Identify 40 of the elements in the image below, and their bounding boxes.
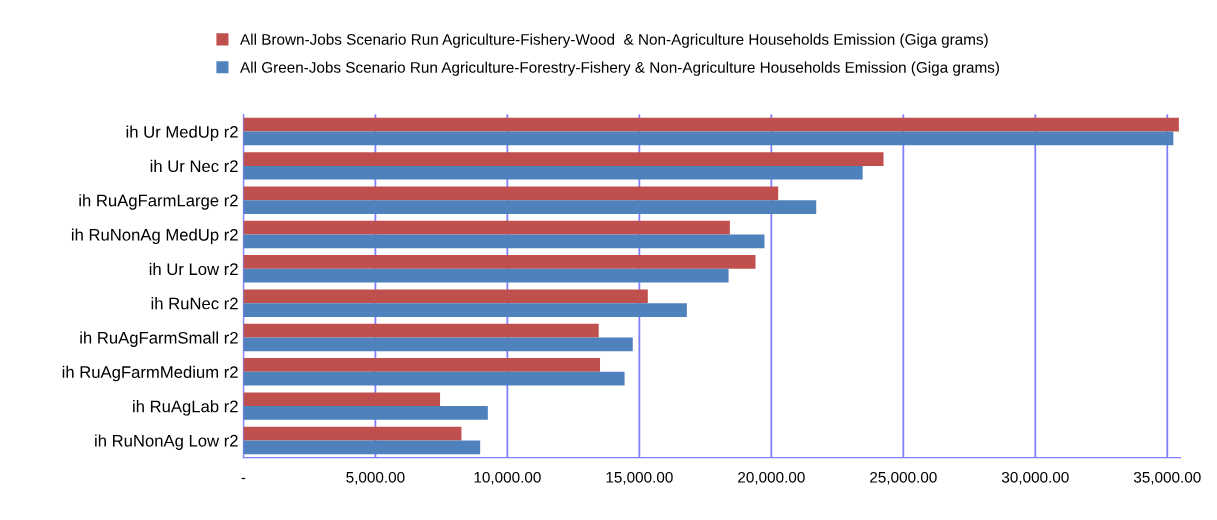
x-tick-label: 35,000.00 xyxy=(1133,471,1201,485)
x-tick-label: 10,000.00 xyxy=(474,471,541,485)
x-tick-label: 20,000.00 xyxy=(738,471,805,485)
bar xyxy=(243,186,779,201)
bar xyxy=(243,358,601,372)
y-tick-label: ih RuNonAg MedUp r2 xyxy=(71,228,238,245)
bar xyxy=(243,268,729,283)
y-tick-label: ih RuAgFarmSmall r2 xyxy=(80,331,238,347)
bar xyxy=(243,323,599,338)
bar xyxy=(243,255,756,269)
y-tick-label: ih Ur Nec r2 xyxy=(150,159,238,173)
y-tick-label: ih RuAgFarmLarge r2 xyxy=(79,194,238,210)
bar xyxy=(243,289,648,304)
x-tick-label: 30,000.00 xyxy=(1001,471,1069,485)
bar xyxy=(243,337,633,352)
y-tick-label: ih RuAgFarmMedium r2 xyxy=(62,365,238,382)
bar xyxy=(243,392,441,407)
legend-label: All Green-Jobs Scenario Run Agriculture-Forestry-Fishery & Non-Agriculture Households Emission (Giga grams) xyxy=(240,61,999,76)
bar xyxy=(243,406,488,420)
bar xyxy=(243,117,1179,132)
y-tick-label: ih Ur MedUp r2 xyxy=(126,125,238,142)
bar xyxy=(243,152,884,166)
x-tick-label: 25,000.00 xyxy=(870,471,937,485)
bar xyxy=(243,200,817,214)
y-tick-label: ih RuAgLab r2 xyxy=(133,400,238,416)
x-tick-label: - xyxy=(241,477,246,480)
bar xyxy=(243,426,462,441)
y-tick-label: ih RuNec r2 xyxy=(151,297,238,310)
bar xyxy=(243,131,1174,146)
x-tick-label: 15,000.00 xyxy=(606,471,673,485)
bar xyxy=(243,165,863,180)
y-tick-label: ih RuNonAg Low r2 xyxy=(95,434,238,450)
y-tick-label: ih Ur Low r2 xyxy=(149,262,238,276)
bar xyxy=(243,220,730,235)
bar xyxy=(243,371,625,386)
x-tick-label: 5,000.00 xyxy=(346,471,405,485)
bar xyxy=(243,234,765,249)
bar xyxy=(243,440,481,455)
legend-label: All Brown-Jobs Scenario Run Agriculture-Fishery-Wood & Non-Agriculture Households Emission (Giga grams) xyxy=(240,33,988,48)
bar xyxy=(243,303,687,317)
